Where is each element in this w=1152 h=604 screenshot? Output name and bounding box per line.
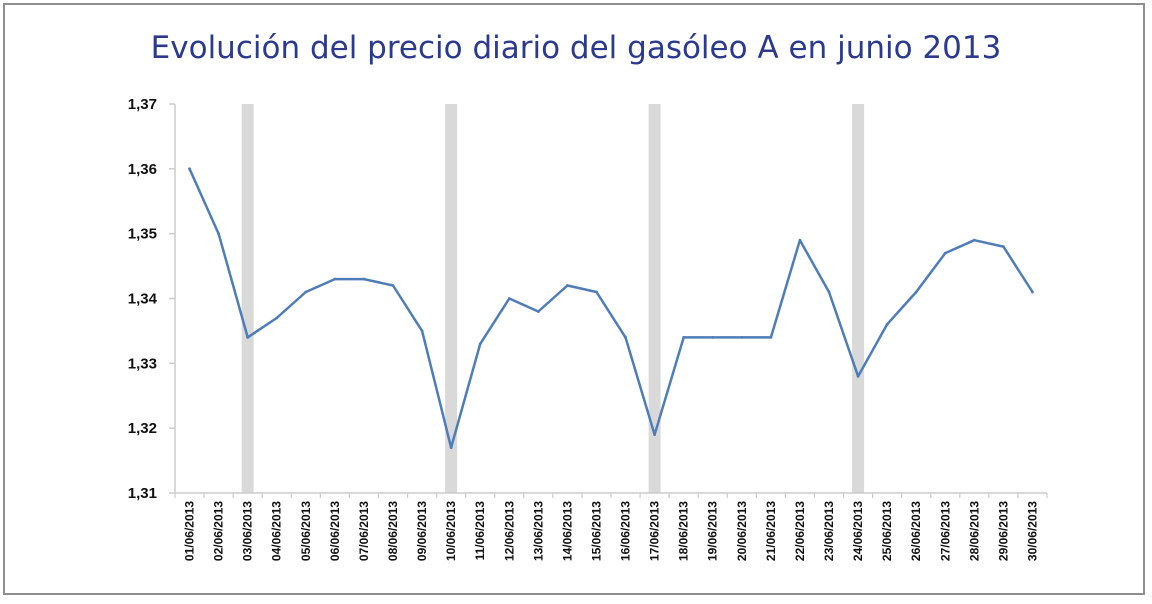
data-point	[711, 336, 715, 339]
x-tick-label: 01/06/2013	[183, 501, 197, 561]
data-point	[885, 323, 889, 326]
data-point	[1002, 245, 1005, 249]
x-tick-label: 03/06/2013	[241, 501, 255, 561]
y-tick-label: 1,35	[128, 226, 157, 243]
x-tick-label: 07/06/2013	[357, 501, 371, 561]
x-tick-label: 29/06/2013	[996, 501, 1010, 561]
y-tick-label: 1,31	[128, 485, 157, 502]
x-tick-label: 12/06/2013	[502, 501, 516, 561]
data-point	[769, 336, 773, 339]
x-tick-label: 11/06/2013	[473, 501, 487, 561]
data-point	[304, 290, 308, 294]
y-tick-label: 1,34	[128, 291, 158, 308]
highlight-bands	[241, 104, 865, 493]
x-tick-label: 16/06/2013	[619, 501, 633, 561]
data-point	[507, 297, 511, 300]
highlight-band-2	[445, 104, 458, 493]
data-point	[246, 336, 250, 339]
data-point	[798, 238, 802, 242]
x-tick-label: 04/06/2013	[270, 501, 284, 561]
data-point	[536, 310, 540, 313]
x-tick-label: 23/06/2013	[822, 501, 836, 561]
x-tick-label: 09/06/2013	[415, 501, 429, 561]
y-tick-label: 1,33	[128, 355, 157, 372]
data-point	[943, 251, 947, 255]
x-tick-label: 19/06/2013	[706, 501, 720, 561]
data-point	[275, 316, 279, 320]
x-tick-label: 05/06/2013	[299, 501, 313, 561]
chart-frame	[3, 3, 1145, 595]
highlight-band-4	[852, 104, 865, 493]
y-tick-label: 1,32	[128, 420, 157, 437]
highlight-band-3	[648, 104, 661, 493]
highlight-band-1	[241, 104, 254, 493]
data-point	[333, 277, 337, 281]
x-tick-label: 26/06/2013	[909, 501, 923, 561]
x-tick-labels: 01/06/2013 02/06/2013 03/06/2013 04/06/2013…	[183, 501, 1040, 561]
data-point	[856, 374, 860, 378]
series-line-1	[188, 167, 1034, 449]
x-tick-label: 30/06/2013	[1025, 501, 1039, 561]
series	[188, 167, 1034, 450]
x-tick-label: 28/06/2013	[967, 501, 981, 561]
data-point	[217, 232, 221, 236]
x-tick-label: 21/06/2013	[764, 501, 778, 561]
x-tick-label: 15/06/2013	[589, 501, 603, 561]
data-point	[391, 284, 395, 287]
data-point	[595, 290, 598, 294]
x-tick-label: 02/06/2013	[212, 501, 226, 561]
data-point	[624, 336, 627, 339]
data-point	[420, 329, 424, 333]
x-tick-label: 17/06/2013	[648, 501, 662, 561]
x-tick-label: 20/06/2013	[735, 501, 749, 561]
data-point	[914, 290, 918, 294]
data-point	[188, 167, 191, 171]
data-point	[972, 238, 976, 242]
x-tick-label: 25/06/2013	[880, 501, 894, 561]
data-point	[362, 277, 366, 281]
data-point	[566, 284, 569, 287]
data-point	[1031, 290, 1034, 294]
x-tick-label: 13/06/2013	[531, 501, 545, 561]
x-tick-label: 08/06/2013	[386, 501, 400, 561]
y-tick-label: 1,36	[128, 161, 157, 178]
x-tick-label: 10/06/2013	[444, 501, 458, 561]
x-tick-label: 22/06/2013	[793, 501, 807, 561]
data-point	[827, 290, 831, 294]
y-tick-label: 1,37	[128, 96, 157, 113]
data-point	[682, 336, 686, 339]
data-point	[653, 433, 656, 437]
chart-title: Evolución del precio diario del gasóleo …	[150, 30, 1002, 66]
data-point	[478, 342, 482, 346]
data-point	[449, 446, 453, 450]
x-tick-label: 18/06/2013	[677, 501, 691, 561]
x-tick-label: 27/06/2013	[938, 501, 952, 561]
x-tick-label: 06/06/2013	[328, 501, 342, 561]
y-tick-labels: 1,31 1,32 1,33 1,34 1,35 1,36 1,37	[128, 96, 158, 502]
axes	[169, 103, 1048, 498]
data-point	[740, 336, 744, 339]
x-tick-label: 14/06/2013	[560, 501, 574, 561]
x-tick-label: 24/06/2013	[851, 501, 865, 561]
